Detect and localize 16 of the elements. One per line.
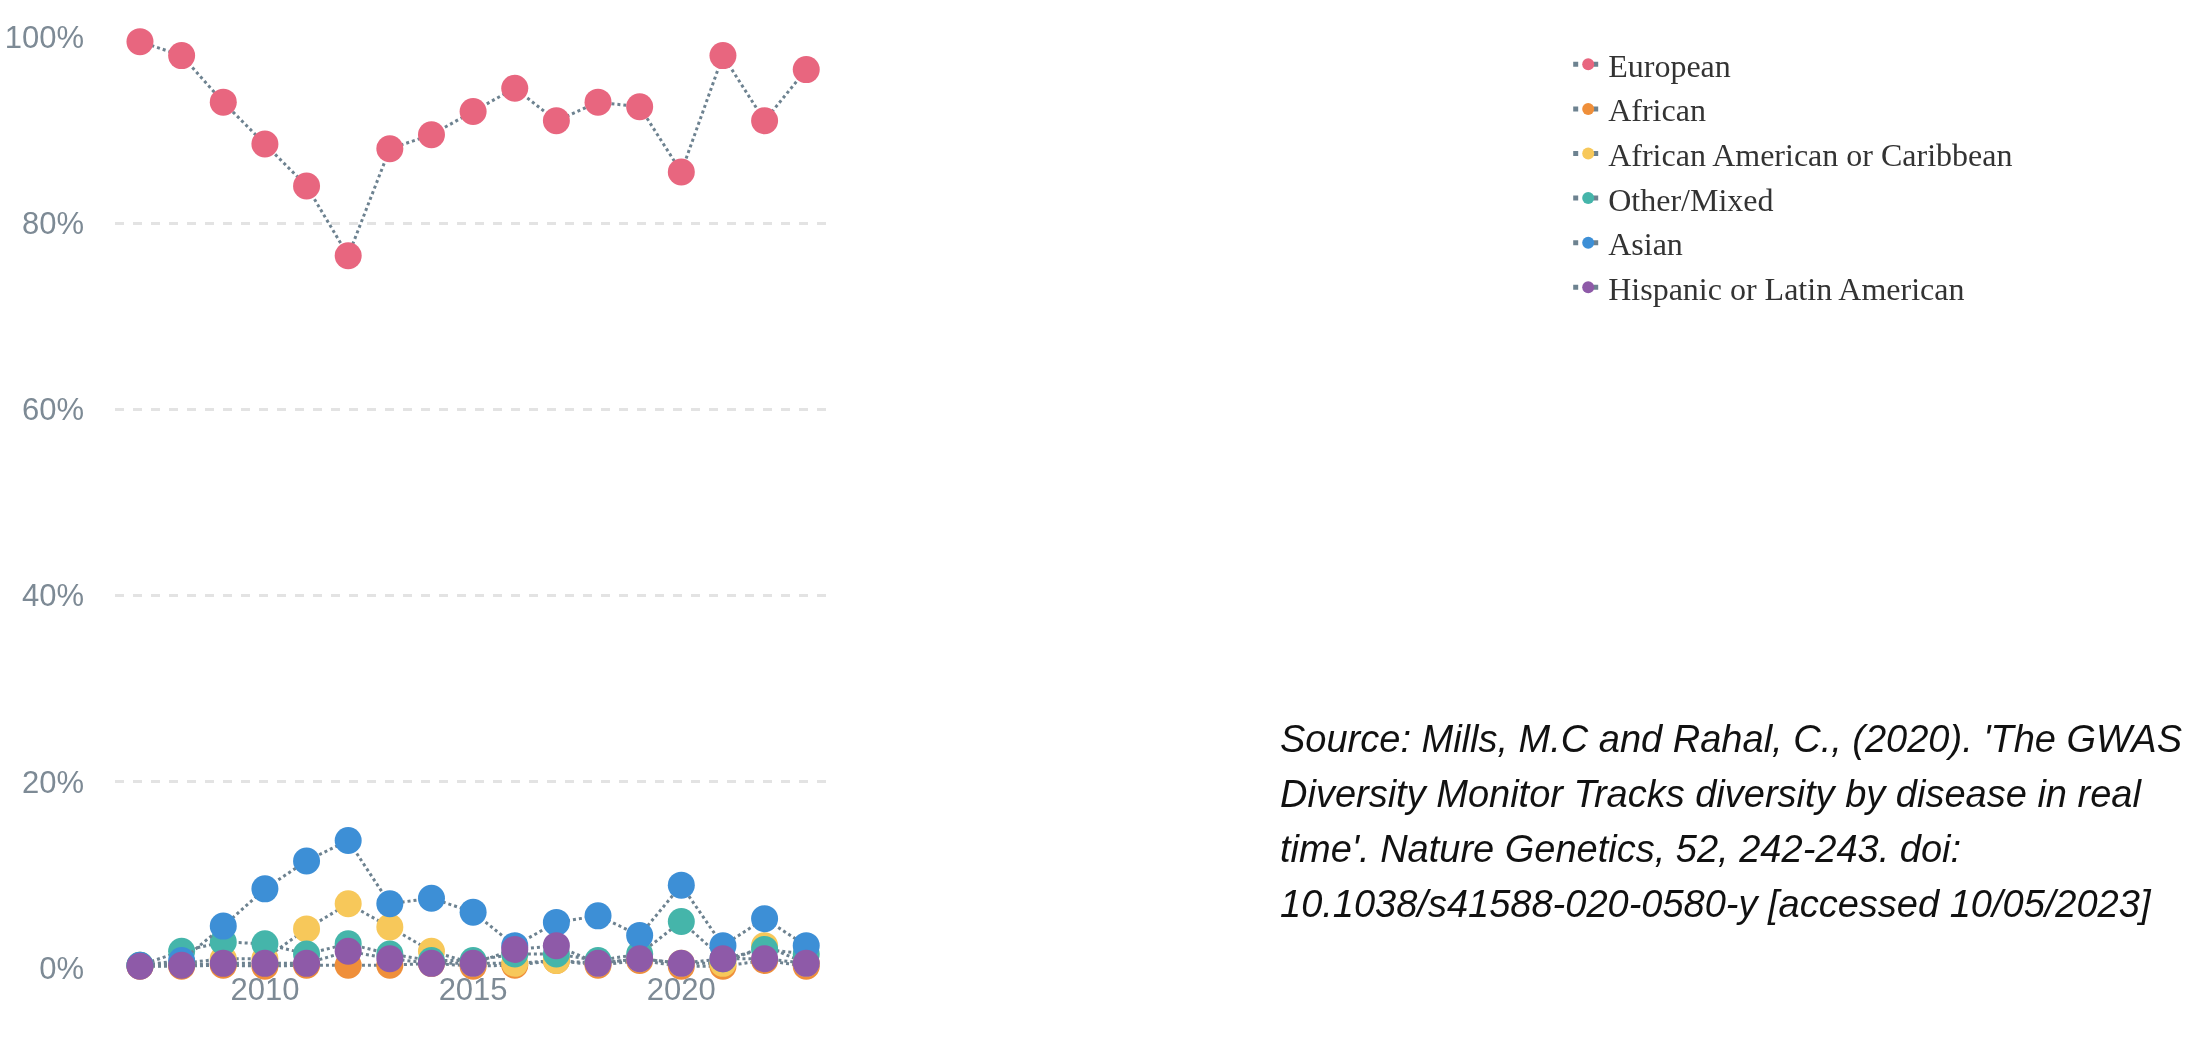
y-tick-label: 60% (21, 392, 84, 428)
source-note: Source: Mills, M.C and Rahal, C., (2020). 'The GWAS Diversity Monitor Tracks diversity by disease in real time'. Nature Genetics, 52, 242-243. doi: 10.1038/s41588-020-0580-y [accessed 10/05/2023] (1280, 717, 2183, 928)
legend-label: African American or Caribbean (1608, 136, 2013, 173)
legend-label: Hispanic or Latin American (1608, 270, 1965, 307)
y-tick-label: 100% (4, 19, 84, 55)
y-tick-label: 0% (39, 950, 84, 986)
legend-label: African (1608, 92, 1706, 129)
legend-label: Asian (1608, 226, 1683, 263)
x-tick-label: 2015 (438, 972, 508, 1007)
x-tick-label: 2020 (646, 972, 716, 1007)
y-tick-label: 40% (21, 578, 84, 614)
y-tick-label: 80% (21, 206, 84, 242)
y-tick-label: 20% (21, 764, 84, 800)
legend-label: Other/Mixed (1608, 181, 1774, 218)
x-tick-label: 2010 (230, 972, 300, 1007)
legend-label: European (1608, 47, 1731, 84)
